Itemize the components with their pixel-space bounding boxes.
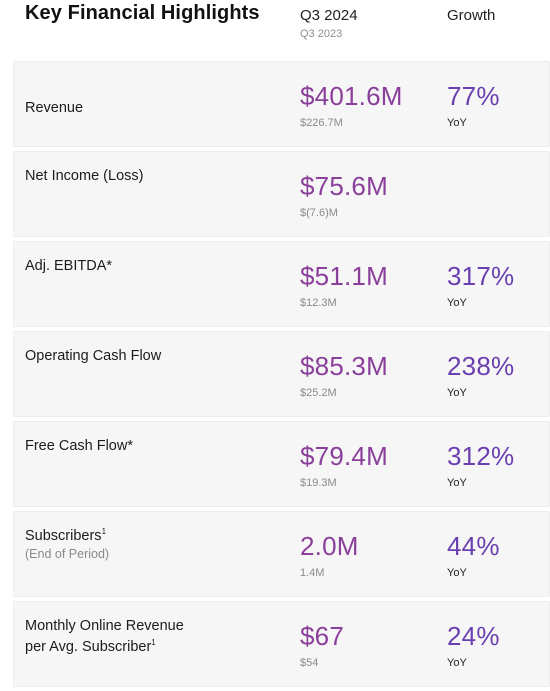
- prior-period-column-header: Q3 2023: [300, 28, 343, 40]
- current-value: $67: [300, 621, 344, 651]
- footnote-marker: 1: [101, 527, 107, 537]
- row-label: Operating Cash Flow: [25, 348, 162, 364]
- row-label: Free Cash Flow*: [25, 438, 133, 454]
- table-row-subscribers: Subscribers1 (End of Period) 2.0M 1.4M 4…: [13, 511, 550, 597]
- growth-value: 312%: [447, 441, 515, 471]
- row-label: Monthly Online Revenue per Avg. Subscrib…: [25, 616, 275, 658]
- growth-unit: YoY: [447, 297, 467, 309]
- current-value: 2.0M: [300, 531, 359, 561]
- table-header: Key Financial Highlights Q3 2024 Q3 2023…: [0, 0, 550, 60]
- prior-value: $226.7M: [300, 117, 343, 129]
- table-row-monthly-revenue-per-subscriber: Monthly Online Revenue per Avg. Subscrib…: [13, 601, 550, 687]
- current-value: $79.4M: [300, 441, 388, 471]
- prior-value: $25.2M: [300, 387, 337, 399]
- footnote-marker: 1: [151, 638, 156, 648]
- current-value: $85.3M: [300, 351, 388, 381]
- row-label-line2: per Avg. Subscriber: [25, 639, 152, 655]
- row-label-line1: Monthly Online Revenue: [25, 618, 184, 634]
- table-row-free-cash-flow: Free Cash Flow* $79.4M $19.3M 312% YoY: [13, 421, 550, 507]
- growth-unit: YoY: [447, 477, 467, 489]
- table-row-net-income: Net Income (Loss) $75.6M $(7.6)M: [13, 151, 550, 237]
- current-value: $51.1M: [300, 261, 388, 291]
- prior-value: $(7.6)M: [300, 207, 338, 219]
- row-label: Subscribers1 (End of Period): [25, 526, 275, 561]
- growth-value: 238%: [447, 351, 515, 381]
- prior-value: 1.4M: [300, 567, 325, 579]
- growth-unit: YoY: [447, 567, 467, 579]
- prior-value: $19.3M: [300, 477, 337, 489]
- period-column-header: Q3 2024: [300, 7, 358, 24]
- growth-value: 24%: [447, 621, 500, 651]
- growth-unit: YoY: [447, 117, 467, 129]
- highlights-table: Revenue $401.6M $226.7M 77% YoY Net Inco…: [13, 61, 550, 691]
- prior-value: $54: [300, 657, 319, 669]
- growth-unit: YoY: [447, 657, 467, 669]
- growth-value: 44%: [447, 531, 500, 561]
- growth-unit: YoY: [447, 387, 467, 399]
- row-label-text: Subscribers: [25, 528, 102, 544]
- current-value: $401.6M: [300, 81, 403, 111]
- growth-column-header: Growth: [447, 7, 496, 24]
- growth-value: 317%: [447, 261, 515, 291]
- row-label: Revenue: [25, 100, 84, 116]
- page-title: Key Financial Highlights: [25, 2, 260, 24]
- table-row-revenue: Revenue $401.6M $226.7M 77% YoY: [13, 61, 550, 147]
- table-row-adj-ebitda: Adj. EBITDA* $51.1M $12.3M 317% YoY: [13, 241, 550, 327]
- row-label: Net Income (Loss): [25, 168, 144, 184]
- table-row-operating-cash-flow: Operating Cash Flow $85.3M $25.2M 238% Y…: [13, 331, 550, 417]
- prior-value: $12.3M: [300, 297, 337, 309]
- row-label: Adj. EBITDA*: [25, 258, 113, 274]
- row-sublabel: (End of Period): [25, 547, 110, 561]
- growth-value: 77%: [447, 81, 500, 111]
- current-value: $75.6M: [300, 171, 388, 201]
